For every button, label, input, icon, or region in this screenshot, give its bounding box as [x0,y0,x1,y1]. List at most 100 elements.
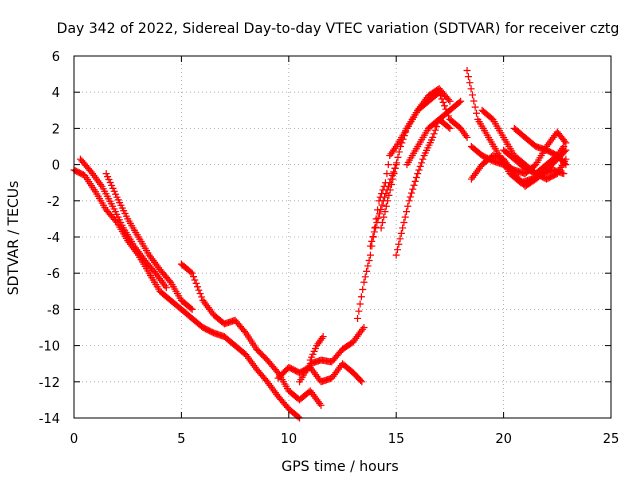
data-point [360,324,368,331]
data-point [366,251,374,259]
data-series [403,115,454,169]
data-point [357,293,365,301]
y-tick-label: -10 [39,340,60,355]
data-point [317,401,325,409]
data-point [369,233,377,241]
y-tick-label: -14 [39,412,60,427]
data-point [400,132,408,140]
data-point [366,242,374,250]
data-point [106,178,114,186]
data-point [401,213,409,221]
data-series [70,166,304,422]
data-point [446,97,454,105]
data-point [464,73,472,81]
data-point [466,79,474,87]
data-point [357,377,365,385]
data-series [102,170,196,313]
data-point [402,128,410,136]
data-point [187,268,195,276]
data-point [385,191,393,199]
data-point [405,197,413,205]
data-point [188,269,196,277]
data-point [397,229,405,237]
data-point [419,155,427,163]
data-point [395,148,403,156]
data-point [408,189,416,197]
data-point [359,285,367,293]
data-point [363,267,371,275]
data-point [102,170,110,178]
data-point [195,286,203,294]
data-point [463,66,471,74]
data-point [380,213,388,221]
data-point [399,224,407,232]
data-point [387,181,395,189]
data-point [439,98,447,106]
data-point [356,300,364,308]
data-point [416,162,424,170]
data-point [429,133,437,141]
data-point [109,184,117,192]
data-point [354,314,362,322]
data-series [366,161,400,250]
data-point [463,133,471,141]
x-tick-label: 10 [281,432,298,447]
data-point [377,224,385,232]
data-point [188,305,196,313]
data-point [403,208,411,216]
data-point [390,170,398,178]
data-point [294,413,302,421]
data-series [296,324,368,386]
data-point [105,176,113,184]
data-point [430,130,438,138]
data-series [76,155,170,292]
data-point [358,378,366,386]
data-point [394,153,402,161]
data-point [375,210,383,218]
x-tick-label: 15 [388,432,405,447]
data-point [189,273,197,281]
data-point [384,197,392,205]
data-point [441,102,449,110]
data-point [414,170,422,178]
data-point [108,181,116,189]
data-point [399,135,407,143]
data-point [368,237,376,245]
y-tick-label: -8 [47,303,60,318]
y-tick-label: -4 [47,231,60,246]
x-tick-label: 25 [603,432,620,447]
data-point [395,240,403,248]
data-point [561,137,569,145]
data-point [377,205,385,213]
data-point [374,214,382,222]
data-point [187,304,195,312]
data-point [410,181,418,189]
data-point [396,143,404,150]
data-point [364,262,372,270]
y-tick-label: 0 [52,159,60,174]
data-point [393,246,401,254]
data-point [382,202,390,210]
data-point [381,193,389,201]
data-point [112,190,120,198]
data-point [418,159,426,167]
data-point [468,91,476,99]
data-point [381,208,389,216]
data-point [406,193,414,201]
data-point [472,109,480,117]
data-point [562,155,570,163]
data-point [446,124,454,132]
data-point [372,223,380,231]
data-point [198,293,206,301]
data-point [165,277,173,285]
data-point [560,143,568,150]
data-point [445,123,453,131]
y-tick-label: 6 [52,50,60,65]
y-tick-label: -6 [47,267,60,282]
data-series [306,333,327,364]
x-tick-label: 0 [70,432,78,447]
data-point [455,98,463,106]
data-point [409,185,417,193]
x-tick-label: 20 [495,432,512,447]
